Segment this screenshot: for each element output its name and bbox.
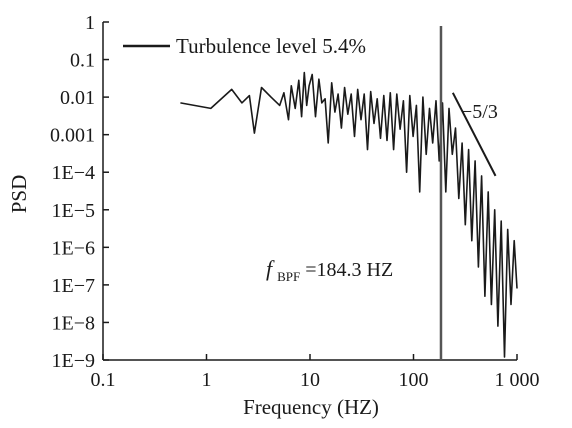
slope-label: −5/3 — [461, 101, 498, 123]
bpf-symbol: f — [266, 256, 275, 281]
y-tick-label: 1E−9 — [52, 350, 96, 372]
series-line — [180, 71, 518, 358]
x-axis-title: Frequency (HZ) — [243, 395, 379, 419]
x-tick-label: 1 000 — [495, 369, 540, 391]
y-tick-label: 1E−8 — [52, 312, 96, 334]
y-tick-label: 0.1 — [70, 50, 95, 72]
x-tick-label: 10 — [300, 369, 320, 391]
legend-entry: Turbulence level 5.4% — [176, 34, 366, 58]
x-axis-ticks: 0.1 1 10 100 1 000 — [91, 354, 540, 391]
plot-frame — [102, 22, 517, 361]
x-tick-label: 1 — [202, 369, 212, 391]
x-tick-label: 0.1 — [91, 369, 116, 391]
bpf-subscript: BPF — [277, 269, 300, 284]
series-group — [180, 71, 518, 358]
slope-reference-line — [451, 92, 497, 177]
bpf-label: f BPF =184.3 HZ — [266, 256, 393, 286]
bpf-value: =184.3 HZ — [305, 259, 393, 281]
y-tick-label: 1E−4 — [52, 162, 96, 184]
legend: Turbulence level 5.4% — [123, 34, 366, 58]
y-tick-label: 0.01 — [60, 87, 95, 109]
y-axis-title: PSD — [7, 175, 31, 214]
x-tick-label: 100 — [399, 369, 429, 391]
y-axis-ticks: 1 0.1 0.01 0.001 1E−4 1E−5 1E−6 1E−7 1E−8 1E−9 — [50, 12, 109, 372]
y-tick-label: 1 — [85, 12, 95, 34]
y-tick-label: 1E−6 — [52, 237, 96, 259]
y-tick-label: 1E−5 — [52, 200, 96, 222]
y-tick-label: 0.001 — [50, 125, 95, 147]
y-tick-label: 1E−7 — [52, 275, 96, 297]
annotations: −5/3 f BPF =184.3 HZ — [266, 26, 498, 360]
